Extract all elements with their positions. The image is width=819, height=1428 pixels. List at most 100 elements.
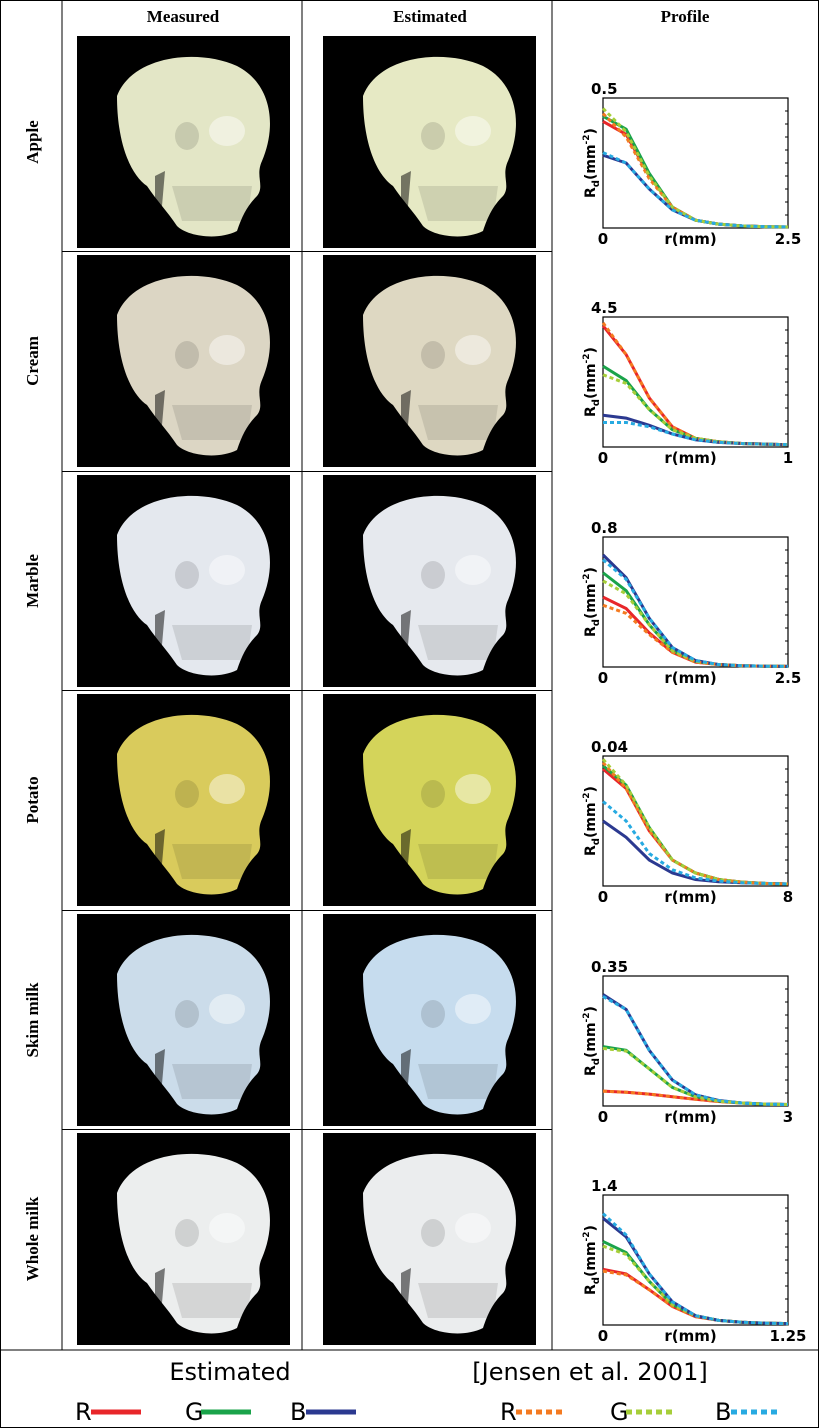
skull-image	[323, 36, 536, 248]
skull-jaw	[418, 844, 498, 879]
x-tick-label: 1.25	[769, 1327, 806, 1345]
y-tick-label: 0.04	[591, 738, 628, 756]
y-axis-label-part: )	[583, 567, 599, 573]
y-axis-label-part: d	[591, 180, 602, 187]
skull-image	[77, 255, 290, 467]
x-tick-label: 0	[598, 669, 608, 687]
x-tick-label: 0	[598, 1327, 608, 1345]
skull-jaw	[172, 844, 252, 879]
skull-image	[323, 914, 536, 1126]
skull-eye	[209, 335, 245, 365]
y-axis-label-part: R	[583, 1284, 599, 1295]
x-axis-label: r(mm)	[664, 230, 716, 248]
y-axis-label-part: -2	[582, 134, 592, 144]
skull-eye	[175, 780, 199, 808]
skull-jaw	[418, 186, 498, 221]
legend-label: R	[500, 1398, 517, 1426]
skull-image	[323, 694, 536, 906]
skull-eye	[209, 555, 245, 585]
skull-eye	[455, 335, 491, 365]
y-axis-label-part: -2	[582, 353, 592, 363]
y-axis-label-part: d	[591, 1277, 602, 1284]
x-tick-label: 0	[598, 888, 608, 906]
skull-eye	[455, 994, 491, 1024]
y-tick-label: 1.4	[591, 1177, 618, 1195]
x-axis-label: r(mm)	[664, 669, 716, 687]
skull-eye	[175, 1219, 199, 1247]
skull-eye	[455, 1213, 491, 1243]
y-axis-label-part: -2	[582, 1012, 592, 1022]
skull-jaw	[418, 625, 498, 660]
legend-title: [Jensen et al. 2001]	[472, 1358, 707, 1386]
y-axis-label-part: d	[591, 1058, 602, 1065]
y-tick-label: 0.5	[591, 80, 618, 98]
y-tick-label: 0.35	[591, 958, 628, 976]
skull-eye	[175, 561, 199, 589]
x-tick-label: 0	[598, 449, 608, 467]
skull-jaw	[172, 186, 252, 221]
skull-eye	[421, 780, 445, 808]
skull-eye	[421, 122, 445, 150]
skull-eye	[421, 561, 445, 589]
legend-label: G	[185, 1398, 204, 1426]
legend-label: G	[610, 1398, 629, 1426]
x-axis-label: r(mm)	[664, 1327, 716, 1345]
skull-eye	[421, 1219, 445, 1247]
y-axis-label-part: -2	[582, 792, 592, 802]
skull-eye	[455, 774, 491, 804]
skull-eye	[421, 341, 445, 369]
x-tick-label: 0	[598, 1108, 608, 1126]
skull-eye	[175, 341, 199, 369]
row-label: Whole milk	[23, 1196, 42, 1281]
column-header: Measured	[147, 7, 220, 26]
x-axis-label: r(mm)	[664, 1108, 716, 1126]
x-axis-label: r(mm)	[664, 449, 716, 467]
y-axis-label-part: -2	[582, 573, 592, 583]
x-tick-label: 2.5	[775, 669, 802, 687]
y-tick-label: 4.5	[591, 299, 618, 317]
skull-jaw	[172, 1064, 252, 1099]
skull-image	[77, 1133, 290, 1345]
skull-image	[323, 255, 536, 467]
skull-eye	[455, 555, 491, 585]
skull-jaw	[418, 1064, 498, 1099]
skull-eye	[175, 122, 199, 150]
y-axis-label-part: (mm	[583, 1022, 599, 1058]
skull-image	[77, 914, 290, 1126]
y-axis-label-part: R	[583, 187, 599, 198]
skull-jaw	[418, 405, 498, 440]
x-tick-label: 2.5	[775, 230, 802, 248]
figure: Measured Estimated Profile AppleCreamMar…	[0, 0, 819, 1428]
row-label: Cream	[23, 336, 42, 386]
x-tick-label: 3	[783, 1108, 793, 1126]
skull-eye	[421, 1000, 445, 1028]
column-header: Profile	[661, 7, 710, 26]
y-axis-label-part: (mm	[583, 363, 599, 399]
y-axis-label-part: )	[583, 347, 599, 353]
y-axis-label-part: R	[583, 845, 599, 856]
y-axis-label-part: -2	[582, 1231, 592, 1241]
skull-image	[77, 694, 290, 906]
skull-eye	[209, 994, 245, 1024]
y-axis-label-part: d	[591, 619, 602, 626]
y-axis-label-part: R	[583, 1065, 599, 1076]
row-label: Potato	[23, 776, 42, 823]
y-axis-label-part: (mm	[583, 802, 599, 838]
legend-label: B	[290, 1398, 306, 1426]
skull-jaw	[172, 625, 252, 660]
x-tick-label: 1	[783, 449, 793, 467]
y-axis-label-part: (mm	[583, 144, 599, 180]
row-label: Skim milk	[23, 982, 42, 1058]
skull-eye	[209, 116, 245, 146]
skull-image	[77, 36, 290, 248]
skull-image	[323, 475, 536, 687]
y-axis-label-part: R	[583, 626, 599, 637]
skull-image	[77, 475, 290, 687]
skull-jaw	[172, 1283, 252, 1318]
skull-image	[323, 1133, 536, 1345]
x-tick-label: 0	[598, 230, 608, 248]
skull-eye	[455, 116, 491, 146]
y-axis-label-part: )	[583, 1225, 599, 1231]
legend-label: R	[75, 1398, 92, 1426]
legend-label: B	[715, 1398, 731, 1426]
